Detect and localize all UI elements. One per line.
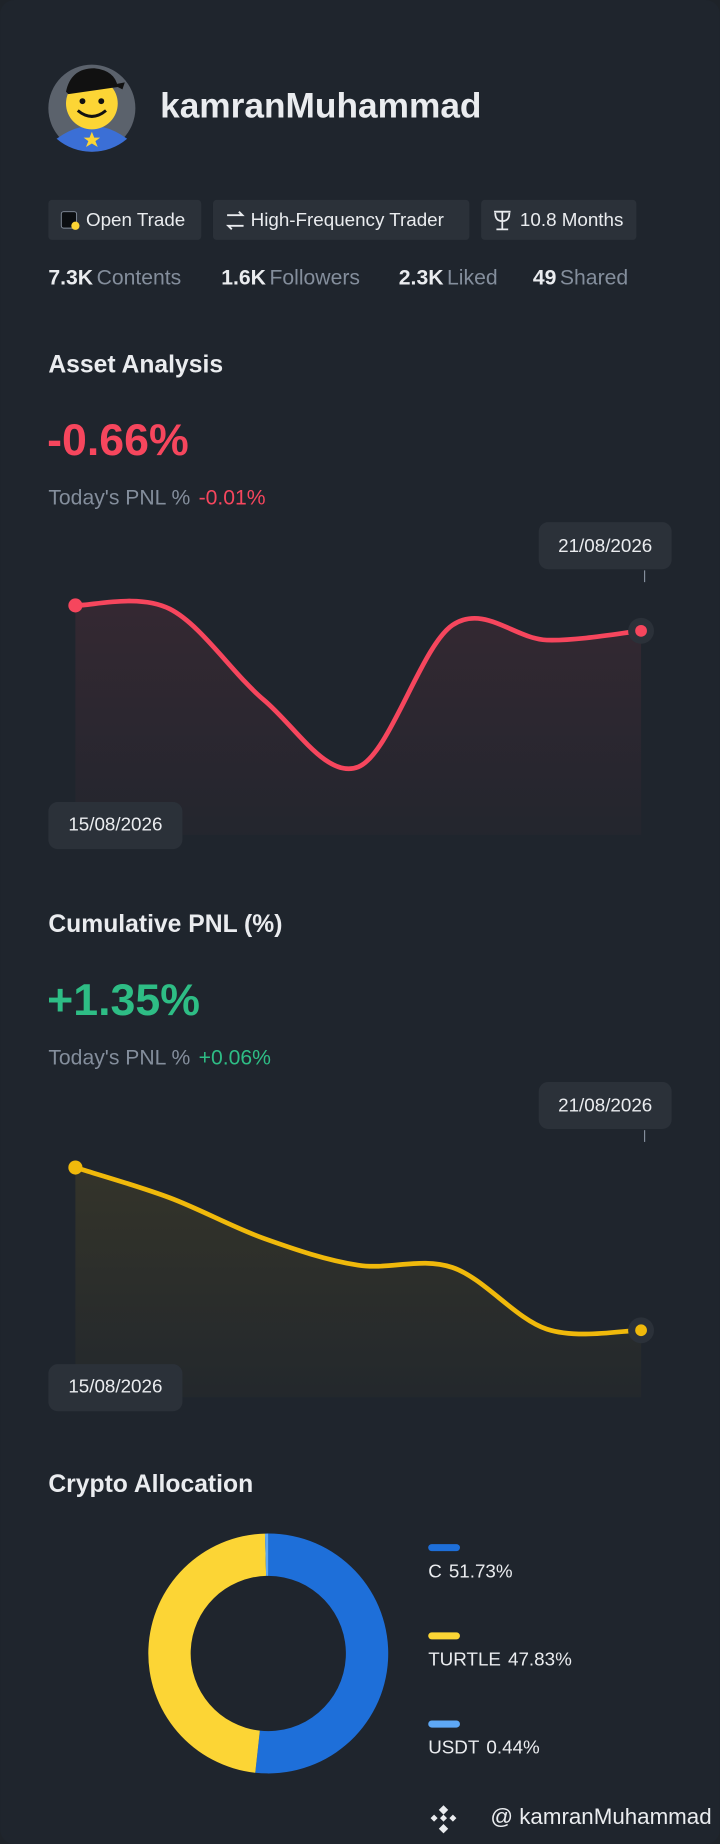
stat-value: 49: [533, 266, 557, 289]
tag: 10.8 Months: [481, 199, 637, 240]
start-point: [68, 1160, 83, 1175]
tooltip: [538, 1081, 672, 1129]
legend-label: TURTLE: [428, 1649, 501, 1670]
today-value: +0.06%: [199, 1046, 272, 1069]
today-label: Today's PNL %: [48, 486, 190, 509]
donut-slice: [255, 1533, 389, 1774]
legend-label: USDT: [428, 1737, 480, 1758]
legend-entry: C 51.73%: [428, 1560, 513, 1581]
footer-handle: @ kamranMuhammad: [490, 1804, 711, 1829]
donut-slice: [148, 1533, 267, 1773]
line-chart: 21/08/2026 15/08/2026: [48, 522, 672, 850]
legend-entry: USDT 0.44%: [428, 1737, 540, 1758]
today-pnl: Today's PNL % +0.06%: [48, 1046, 271, 1069]
legend-swatch: [428, 1632, 460, 1640]
tag-label: High-Frequency Trader: [251, 209, 444, 230]
stat: 7.3K Contents: [48, 266, 181, 289]
tag: High-Frequency Trader: [212, 199, 470, 240]
avatar: [48, 64, 136, 152]
line: [73, 1165, 644, 1337]
legend-value: 51.73%: [449, 1560, 513, 1581]
end-point: [635, 1324, 647, 1337]
section-title: Asset Analysis: [48, 351, 223, 378]
headline-value: +1.35%: [47, 976, 200, 1025]
start-point: [68, 598, 83, 613]
stat: 49 Shared: [533, 266, 628, 289]
stat: 2.3K Liked: [399, 266, 498, 289]
username: kamranMuhammad: [160, 87, 481, 126]
area: [75, 1167, 642, 1398]
legend-entry: TURTLE 47.83%: [428, 1649, 572, 1670]
section-title: Crypto Allocation: [48, 1471, 253, 1498]
footer: @ kamranMuhammad: [430, 1804, 712, 1834]
today-value: -0.01%: [199, 486, 266, 509]
end-point: [635, 624, 647, 637]
headline-value: -0.66%: [47, 416, 189, 465]
stat-label: Liked: [447, 266, 498, 289]
tag-label: 10.8 Months: [520, 209, 623, 230]
stat-label: Contents: [97, 266, 182, 289]
line: [73, 598, 644, 772]
line-chart: 21/08/2026 15/08/2026: [48, 1081, 672, 1412]
date-label: 21/08/2026: [558, 535, 652, 556]
tooltip: [48, 802, 183, 850]
date-label: 21/08/2026: [558, 1095, 652, 1116]
stat-label: Followers: [269, 266, 360, 289]
date-label: 15/08/2026: [68, 814, 162, 835]
tag-label: Open Trade: [86, 209, 185, 230]
legend-swatch: [428, 1544, 460, 1552]
donut-slice: [264, 1533, 269, 1576]
legend-value: 47.83%: [508, 1649, 572, 1670]
date-label: 15/08/2026: [68, 1376, 162, 1397]
area: [75, 601, 642, 835]
stat-value: 7.3K: [48, 266, 93, 289]
stat-label: Shared: [560, 266, 628, 289]
legend-label: C: [428, 1560, 442, 1581]
today-label: Today's PNL %: [48, 1046, 190, 1069]
stat-value: 1.6K: [221, 266, 266, 289]
legend-swatch: [428, 1720, 460, 1728]
stat: 1.6K Followers: [221, 266, 360, 289]
today-pnl: Today's PNL % -0.01%: [48, 486, 265, 509]
tooltip: [48, 1364, 183, 1412]
tooltip: [538, 522, 672, 570]
section-title: Cumulative PNL (%): [48, 911, 282, 938]
stat-value: 2.3K: [399, 266, 444, 289]
tag: Open Trade: [48, 199, 202, 240]
legend-value: 0.44%: [486, 1737, 540, 1758]
